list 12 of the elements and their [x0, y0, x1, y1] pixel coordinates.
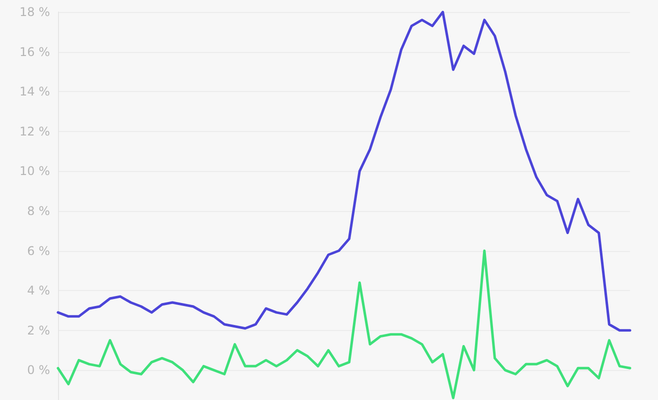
- y-tick-label: 14 %: [20, 84, 50, 99]
- y-tick-label: 4 %: [27, 284, 50, 298]
- y-tick-label: 6 %: [27, 244, 50, 258]
- y-tick-label: 2 %: [27, 323, 50, 338]
- y-tick-label: 8 %: [27, 204, 50, 218]
- line-series: [56, 10, 632, 332]
- y-tick-label: 16 %: [20, 44, 50, 59]
- y-tick-label: 12 %: [20, 124, 50, 138]
- y-tick-label: 18 %: [20, 5, 50, 19]
- line-series: [56, 250, 632, 400]
- y-tick-label: 10 %: [20, 164, 50, 178]
- y-tick-label: 0 %: [27, 363, 50, 378]
